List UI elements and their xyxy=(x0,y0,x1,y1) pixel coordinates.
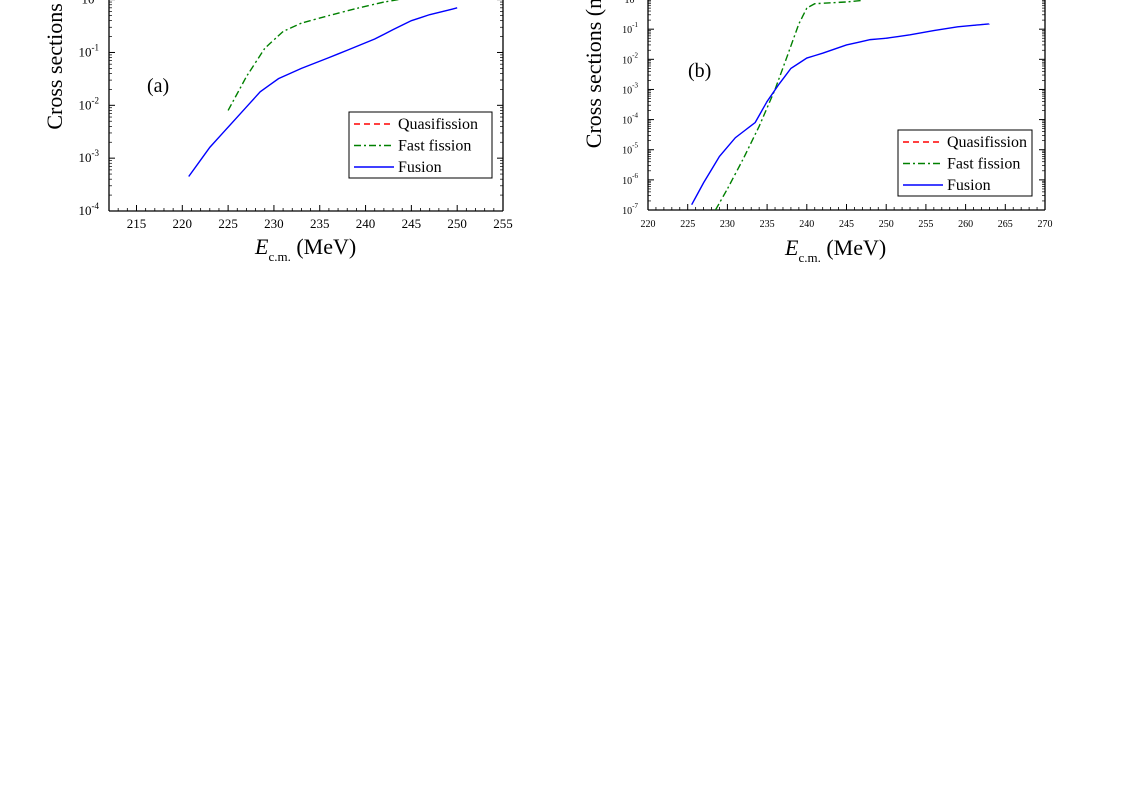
y-tick-label: 10-3 xyxy=(622,81,638,96)
series-group xyxy=(188,0,458,177)
x-tick-label: 245 xyxy=(839,219,854,230)
x-tick-label: 250 xyxy=(879,219,894,230)
x-tick-label: 225 xyxy=(680,219,695,230)
x-tick-label: 220 xyxy=(173,216,193,231)
x-tick-label: 230 xyxy=(264,216,284,231)
x-tick-label: 230 xyxy=(720,219,735,230)
y-tick-label: 10-2 xyxy=(622,51,638,66)
legend-label: Fast fission xyxy=(947,156,1020,173)
x-tick-label: 245 xyxy=(402,216,422,231)
panel-label: (a) xyxy=(147,75,169,97)
series-line-fusion xyxy=(188,7,458,177)
x-tick-label: 270 xyxy=(1038,219,1053,230)
x-tick-label: 235 xyxy=(310,216,330,231)
legend-label: Quasifission xyxy=(398,116,478,133)
y-tick-label: 10-2 xyxy=(79,95,100,112)
panel-a-chart: 215 220 225 230 235 240 245 250 255 10-4 10-3 10-2 1… xyxy=(42,0,513,264)
series-line-fast-fission xyxy=(227,0,401,111)
legend-label: Fusion xyxy=(398,159,442,176)
x-tick-label: 265 xyxy=(998,219,1013,230)
x-axis-title: Ec.m. (MeV) xyxy=(784,235,886,265)
x-tick-label: 255 xyxy=(918,219,933,230)
legend-label: Fusion xyxy=(947,177,991,194)
y-tick-label: 10-1 xyxy=(622,21,638,36)
panel-b-chart: 220 225 230 235 240 245 250 255 260 265 270 10-7 10-… xyxy=(581,0,1053,265)
series-line-fast-fission xyxy=(714,0,863,210)
y-tick-label: 10-7 xyxy=(622,202,638,217)
x-tick-label: 220 xyxy=(641,219,656,230)
y-tick-label: 10-6 xyxy=(622,172,638,187)
legend-label: Quasifission xyxy=(947,134,1027,151)
x-tick-label: 240 xyxy=(356,216,376,231)
legend-label: Fast fission xyxy=(398,138,471,155)
panel-label: (b) xyxy=(688,60,711,82)
y-tick-label: 10-4 xyxy=(622,112,638,127)
y-tick-label: 10-4 xyxy=(79,201,100,218)
legend: Quasifission Fast fission Fusion xyxy=(348,111,493,179)
legend: Quasifission Fast fission Fusion xyxy=(897,129,1033,197)
x-tick-label: 225 xyxy=(218,216,238,231)
y-tick-label: 10-1 xyxy=(79,42,100,59)
series-group xyxy=(691,0,990,210)
x-tick-label: 240 xyxy=(799,219,814,230)
y-tick-label: 10-3 xyxy=(79,148,100,165)
x-tick-label: 250 xyxy=(447,216,467,231)
y-tick-label: 10-5 xyxy=(622,142,638,157)
y-axis-title: Cross sections (m xyxy=(581,0,606,148)
x-tick-label: 235 xyxy=(760,219,775,230)
x-axis-title: Ec.m. (MeV) xyxy=(254,234,356,264)
y-tick-label: 100 xyxy=(82,0,100,7)
y-tick-label: 100 xyxy=(625,0,639,6)
series-line-fusion xyxy=(691,23,990,206)
x-tick-label: 255 xyxy=(493,216,513,231)
y-axis-title: Cross sections ( xyxy=(42,0,67,130)
x-tick-label: 260 xyxy=(958,219,973,230)
x-tick-label: 215 xyxy=(127,216,147,231)
